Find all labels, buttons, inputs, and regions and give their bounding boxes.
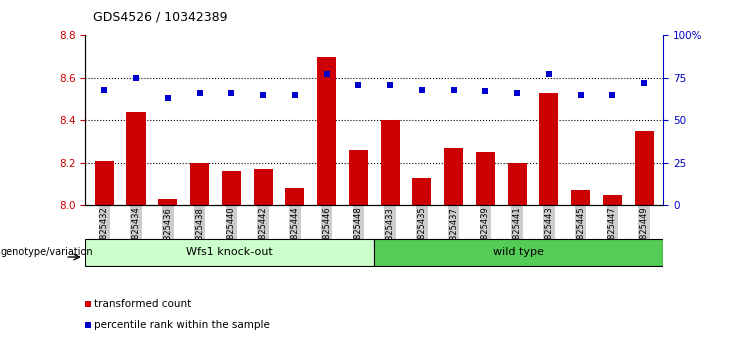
- Bar: [508, 163, 527, 205]
- Bar: [634, 131, 654, 205]
- Point: [511, 90, 523, 96]
- Bar: [539, 93, 559, 205]
- Point: [479, 88, 491, 94]
- Bar: [285, 188, 305, 205]
- Bar: [95, 161, 114, 205]
- Point: [130, 75, 142, 81]
- FancyBboxPatch shape: [85, 239, 374, 266]
- Bar: [349, 150, 368, 205]
- Bar: [127, 112, 145, 205]
- Point: [384, 82, 396, 87]
- Point: [448, 87, 459, 93]
- Point: [257, 92, 269, 98]
- Point: [638, 80, 650, 86]
- Bar: [159, 199, 177, 205]
- Point: [162, 96, 173, 101]
- Text: genotype/variation: genotype/variation: [1, 247, 93, 257]
- Text: percentile rank within the sample: percentile rank within the sample: [95, 320, 270, 330]
- Text: Wfs1 knock-out: Wfs1 knock-out: [186, 247, 273, 257]
- Bar: [222, 171, 241, 205]
- Bar: [412, 178, 431, 205]
- Bar: [381, 120, 399, 205]
- Point: [575, 92, 587, 98]
- Point: [82, 322, 94, 328]
- Point: [416, 87, 428, 93]
- Bar: [476, 152, 495, 205]
- Bar: [571, 190, 590, 205]
- Point: [99, 87, 110, 93]
- Point: [193, 90, 205, 96]
- Point: [289, 92, 301, 98]
- Bar: [603, 195, 622, 205]
- Point: [543, 72, 555, 77]
- Point: [606, 92, 618, 98]
- Text: wild type: wild type: [494, 247, 544, 257]
- Point: [225, 90, 237, 96]
- Text: GDS4526 / 10342389: GDS4526 / 10342389: [93, 11, 227, 24]
- Point: [353, 82, 365, 87]
- FancyBboxPatch shape: [374, 239, 663, 266]
- Text: transformed count: transformed count: [95, 299, 192, 309]
- Bar: [444, 148, 463, 205]
- Bar: [190, 163, 209, 205]
- Bar: [317, 57, 336, 205]
- Bar: [253, 169, 273, 205]
- Point: [321, 72, 333, 77]
- Point: [82, 301, 94, 307]
